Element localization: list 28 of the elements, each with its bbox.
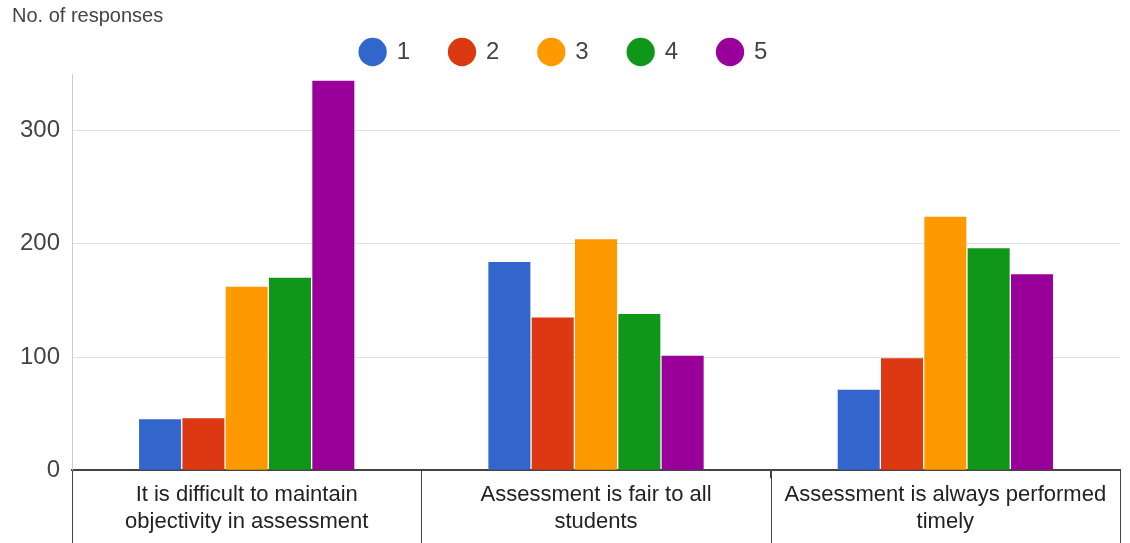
bar	[139, 419, 182, 470]
bar	[182, 418, 225, 470]
bar	[924, 216, 967, 470]
legend-label: 1	[396, 36, 410, 64]
bar	[661, 355, 704, 470]
x-tick-label: Assessment is always performed timely	[784, 481, 1107, 533]
legend-label: 2	[485, 36, 500, 64]
y-tick-label: 100	[20, 341, 61, 369]
y-axis-title: No. of responses	[12, 3, 164, 26]
bar	[967, 248, 1010, 470]
legend-label: 4	[664, 36, 679, 64]
bar	[531, 317, 574, 470]
bar	[269, 277, 312, 470]
x-tick-label: Assessment is fair to all students	[480, 481, 712, 533]
y-tick-label: 300	[20, 115, 61, 143]
bar	[488, 261, 531, 470]
bar	[618, 313, 661, 470]
bar	[881, 358, 924, 470]
bar	[1010, 274, 1053, 470]
y-tick-label: 0	[46, 454, 61, 482]
legend-label: 3	[575, 36, 589, 64]
legend-label: 5	[754, 36, 768, 64]
bar	[575, 239, 618, 470]
bar	[225, 286, 268, 470]
x-tick-label: It is difficult to maintain objectivity in assessment	[125, 481, 369, 533]
bar	[837, 389, 880, 470]
y-tick-label: 200	[20, 228, 61, 256]
bar	[312, 80, 355, 470]
